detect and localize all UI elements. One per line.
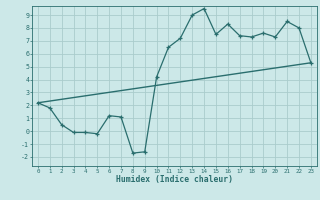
X-axis label: Humidex (Indice chaleur): Humidex (Indice chaleur) [116,175,233,184]
